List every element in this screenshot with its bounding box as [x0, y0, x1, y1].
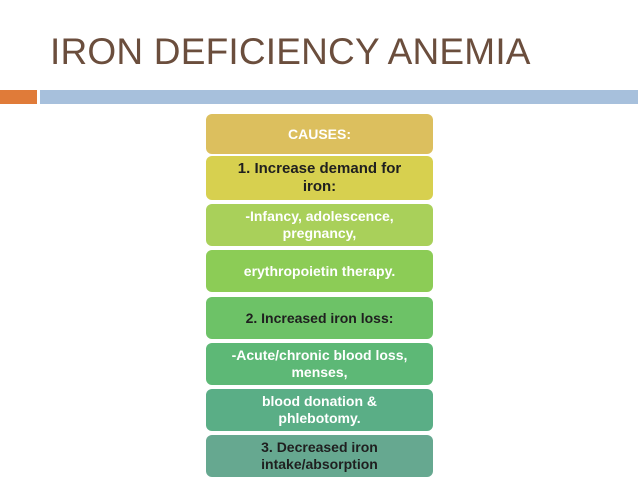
slide-title: IRON DEFICIENCY ANEMIA: [50, 31, 531, 72]
title-underline-bar: [40, 90, 638, 104]
box-text: 2. Increased iron loss:: [245, 310, 394, 326]
box-text: 3. Decreased iron intake/absorption: [261, 439, 378, 472]
box-text: -Infancy, adolescence, pregnancy,: [245, 208, 394, 241]
box-decreased-intake: 3. Decreased iron intake/absorption: [206, 435, 433, 477]
box-increase-demand: 1. Increase demand for iron:: [206, 156, 433, 200]
box-text: 1. Increase demand for iron:: [237, 160, 402, 195]
title-accent-bar: [0, 90, 37, 104]
box-blood-loss: -Acute/chronic blood loss, menses,: [206, 343, 433, 385]
box-infancy-adolescence: -Infancy, adolescence, pregnancy,: [206, 204, 433, 246]
box-text: erythropoietin therapy.: [243, 263, 396, 279]
box-increased-iron-loss: 2. Increased iron loss:: [206, 297, 433, 339]
box-text: -Acute/chronic blood loss, menses,: [231, 347, 408, 380]
box-erythropoietin-therapy: erythropoietin therapy.: [206, 250, 433, 292]
box-text: CAUSES:: [287, 126, 351, 142]
box-causes-header: CAUSES:: [206, 114, 433, 154]
box-text: blood donation & phlebotomy.: [261, 393, 378, 426]
box-blood-donation: blood donation & phlebotomy.: [206, 389, 433, 431]
